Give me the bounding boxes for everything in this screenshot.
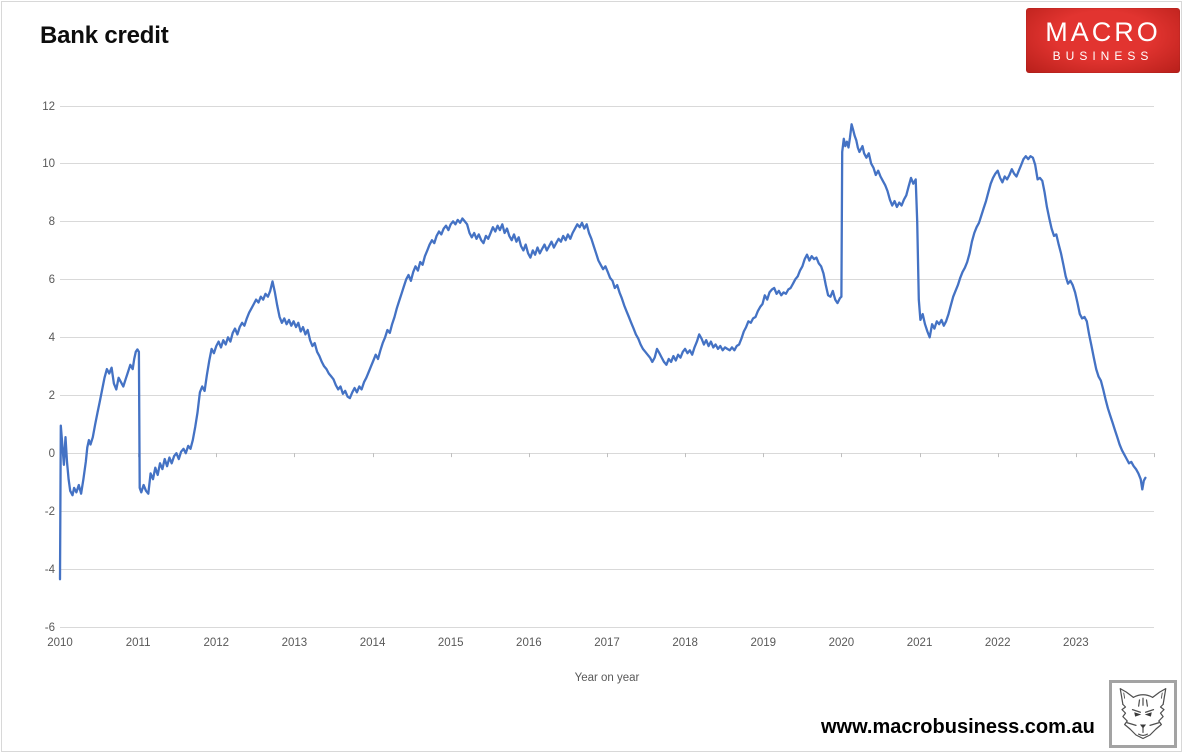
svg-text:4: 4 <box>49 332 56 344</box>
fox-sketch-icon <box>1119 688 1167 740</box>
svg-text:8: 8 <box>49 216 55 228</box>
page-title: Bank credit <box>40 22 169 49</box>
svg-text:2012: 2012 <box>203 637 229 649</box>
svg-text:-6: -6 <box>45 622 55 634</box>
svg-text:2018: 2018 <box>672 637 698 649</box>
svg-text:2017: 2017 <box>594 637 620 649</box>
site-url-text: www.macrobusiness.com.au <box>821 716 1095 738</box>
svg-text:-4: -4 <box>45 564 56 576</box>
svg-text:-2: -2 <box>45 506 55 518</box>
svg-text:12: 12 <box>42 101 55 113</box>
macrobusiness-logo: MACRO BUSINESS <box>1026 8 1180 73</box>
svg-text:0: 0 <box>49 448 55 460</box>
svg-text:2023: 2023 <box>1063 637 1089 649</box>
svg-text:2013: 2013 <box>282 637 308 649</box>
logo-text-macro: MACRO <box>1045 17 1161 47</box>
bank-credit-series-line <box>58 123 1147 581</box>
y-gridlines <box>60 106 1154 628</box>
svg-text:2015: 2015 <box>438 637 464 649</box>
svg-text:2010: 2010 <box>47 637 73 649</box>
logo-text-business: BUSINESS <box>1052 49 1154 63</box>
svg-text:2016: 2016 <box>516 637 542 649</box>
svg-text:2021: 2021 <box>907 637 933 649</box>
mascot-image <box>1109 680 1177 748</box>
x-tick-labels: 2010 2011 2012 2013 2014 2015 2016 2017 2018 2019… <box>47 637 1088 649</box>
svg-text:2: 2 <box>49 390 55 402</box>
svg-text:2019: 2019 <box>750 637 776 649</box>
svg-text:6: 6 <box>49 274 55 286</box>
svg-text:2011: 2011 <box>126 637 151 649</box>
svg-text:2020: 2020 <box>829 637 855 649</box>
svg-text:2014: 2014 <box>360 637 386 649</box>
svg-text:10: 10 <box>42 158 55 170</box>
svg-text:2022: 2022 <box>985 637 1011 649</box>
x-axis-title: Year on year <box>575 672 640 684</box>
y-tick-labels: 12 10 8 6 4 2 0 -2 -4 -6 <box>42 101 55 634</box>
